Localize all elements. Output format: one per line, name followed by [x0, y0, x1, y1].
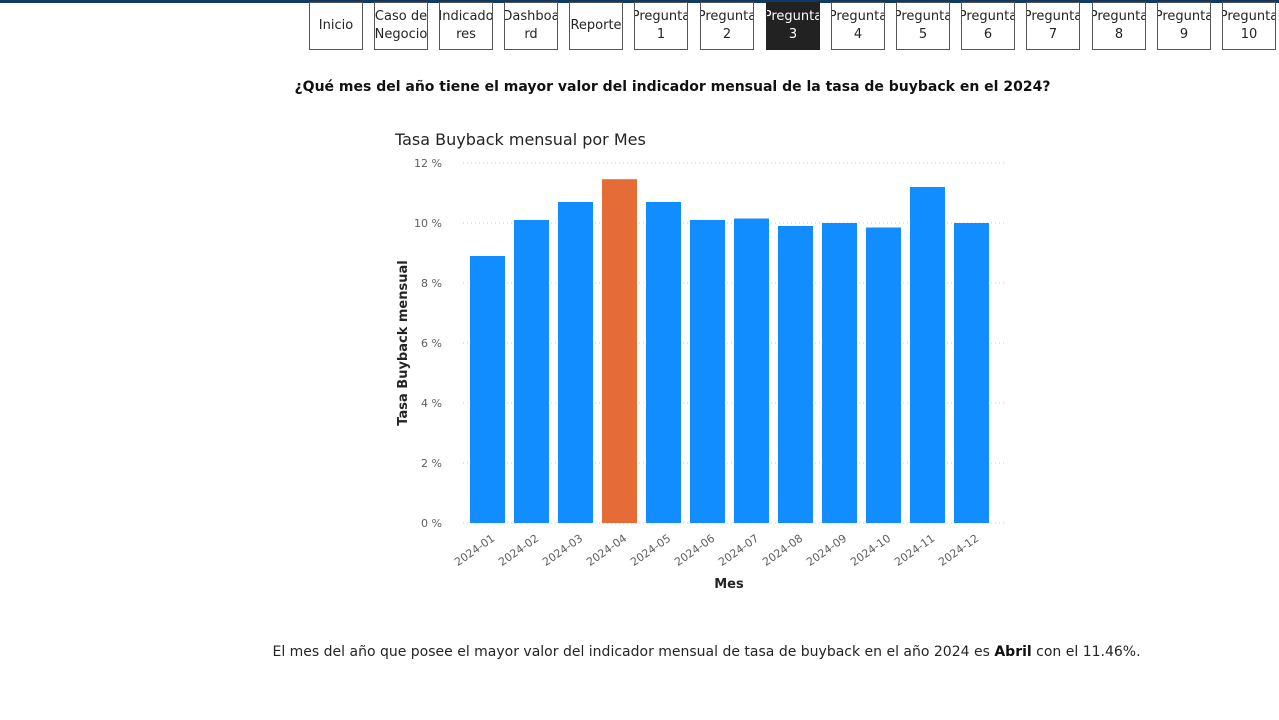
nav-button-7[interactable]: Pregunta 2 — [700, 2, 754, 50]
x-tick-label: 2024-05 — [628, 532, 673, 569]
y-tick-label: 2 % — [421, 457, 442, 470]
answer-prefix: El mes del año que posee el mayor valor … — [272, 644, 995, 660]
y-tick-label: 8 % — [421, 277, 442, 290]
nav-button-12[interactable]: Pregunta 7 — [1026, 2, 1080, 50]
buyback-bar-chart: Tasa Buyback mensual por Mes 0 % 2 % 4 % 6 %… — [394, 130, 1007, 592]
x-tick-label: 2024-12 — [936, 532, 981, 569]
x-tick-label: 2024-03 — [540, 532, 585, 569]
bar-2024-08 — [778, 226, 813, 523]
bar-2024-12 — [954, 223, 989, 523]
bar-2024-04 — [602, 179, 637, 523]
nav-button-15[interactable]: Pregunta 10 — [1222, 2, 1276, 50]
page-navigation: Inicio Caso de Negocio Indicado res Dashboa… — [309, 2, 1279, 52]
bar-2024-05 — [646, 202, 681, 523]
x-tick-label: 2024-04 — [584, 532, 629, 569]
nav-button-8[interactable]: Pregunta 3 — [766, 2, 820, 50]
x-tick-label: 2024-07 — [716, 532, 761, 569]
bar-2024-10 — [866, 227, 901, 523]
nav-button-4[interactable]: Dashboa rd — [504, 2, 558, 50]
x-tick-label: 2024-10 — [848, 532, 893, 569]
bar-2024-06 — [690, 220, 725, 523]
question-title: ¿Qué mes del año tiene el mayor valor de… — [294, 79, 1051, 95]
answer-text: El mes del año que posee el mayor valor … — [0, 644, 1279, 660]
nav-button-6[interactable]: Pregunta 1 — [634, 2, 688, 50]
answer-suffix: con el 11.46%. — [1031, 644, 1141, 660]
nav-button-14[interactable]: Pregunta 9 — [1157, 2, 1211, 50]
x-tick-label: 2024-01 — [452, 532, 497, 569]
bar-2024-01 — [470, 256, 505, 523]
x-axis-title: Mes — [714, 577, 744, 592]
nav-button-11[interactable]: Pregunta 6 — [961, 2, 1015, 50]
x-tick-label: 2024-08 — [760, 532, 805, 569]
bar-2024-07 — [734, 218, 769, 523]
x-tick-label: 2024-02 — [496, 532, 541, 569]
bar-2024-02 — [514, 220, 549, 523]
nav-button-5[interactable]: Reporte — [569, 2, 623, 50]
x-tick-label: 2024-06 — [672, 532, 717, 569]
bar-2024-03 — [558, 202, 593, 523]
x-tick-label: 2024-09 — [804, 532, 849, 569]
bar-2024-11 — [910, 187, 945, 523]
answer-highlight: Abril — [994, 644, 1032, 660]
top-accent-bar — [0, 0, 1279, 3]
nav-button-10[interactable]: Pregunta 5 — [896, 2, 950, 50]
y-tick-label: 6 % — [421, 337, 442, 350]
nav-button-1[interactable]: Inicio — [309, 2, 363, 50]
y-tick-label: 10 % — [414, 217, 442, 230]
y-axis-title: Tasa Buyback mensual — [396, 260, 411, 425]
nav-button-13[interactable]: Pregunta 8 — [1092, 2, 1146, 50]
y-tick-label: 4 % — [421, 397, 442, 410]
chart-title: Tasa Buyback mensual por Mes — [394, 130, 646, 149]
bar-2024-09 — [822, 223, 857, 523]
nav-button-3[interactable]: Indicado res — [439, 2, 493, 50]
x-tick-label: 2024-11 — [892, 532, 937, 569]
nav-button-9[interactable]: Pregunta 4 — [831, 2, 885, 50]
y-tick-label: 0 % — [421, 517, 442, 530]
nav-button-2[interactable]: Caso de Negocio — [374, 2, 428, 50]
y-tick-label: 12 % — [414, 157, 442, 170]
